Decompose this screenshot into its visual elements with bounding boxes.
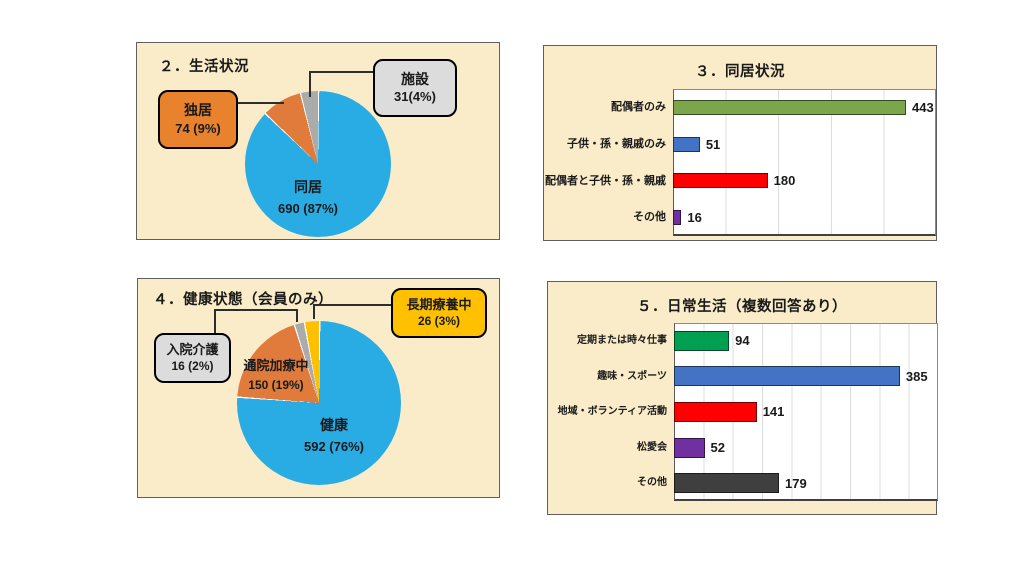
bar — [673, 173, 768, 189]
bar-row: 趣味・スポーツ 385 — [548, 359, 938, 395]
bar-value-label: 52 — [710, 440, 725, 456]
callout-dokkyo: 独居 74 (9%) — [158, 90, 238, 149]
daily-life-bars: 定期または時々仕事 94 趣味・スポーツ 385 地域・ボランティア活動 141 松愛会 52… — [548, 323, 938, 501]
callout-chouki-ryoyo: 長期療養中 26 (3%) — [391, 288, 487, 338]
leader-line-nyuin-v1 — [214, 309, 216, 335]
leader-line-dokkyo — [238, 102, 284, 104]
bar-track: 94 — [674, 323, 938, 359]
bar-row: 配偶者と子供・孫・親戚 180 — [544, 163, 936, 200]
bar-category-label: 配偶者のみ — [611, 101, 666, 114]
bar-value-label: 443 — [912, 99, 934, 115]
bar-track: 52 — [674, 430, 938, 466]
bar-track: 443 — [673, 89, 936, 126]
bar-track: 180 — [673, 163, 936, 200]
bar — [673, 99, 907, 115]
bar-row: 配偶者のみ 443 — [544, 89, 936, 126]
bar — [674, 473, 780, 494]
bar — [673, 210, 682, 226]
leader-line-chouki-v — [313, 304, 315, 319]
bar-row: 松愛会 52 — [548, 430, 938, 466]
bar-value-label: 51 — [705, 136, 721, 152]
panel-life-situation: ２．生活状況 同居 690 (87%) 独居 74 (9%) 施設 31(4%) — [136, 42, 500, 240]
bar-category-label: 定期または時々仕事 — [577, 335, 667, 347]
leader-line-nyuin-v2 — [296, 309, 298, 322]
pie-slice-label-doukyo: 同居 690 (87%) — [278, 179, 338, 216]
bar — [674, 437, 705, 458]
bar-category-label: 松愛会 — [637, 441, 667, 453]
bar-track: 179 — [674, 465, 938, 501]
pie-slice-label-tsuin: 通院加療中 150 (19%) — [243, 358, 309, 393]
life-situation-pie — [245, 91, 391, 237]
panel-health-status: ４．健康状態（会員のみ） 健康 592 (76%) 通院加療中 150 (19%… — [137, 278, 500, 498]
health-status-pie — [237, 321, 401, 485]
bar-track: 385 — [674, 359, 938, 395]
bar-value-label: 141 — [762, 404, 785, 420]
callout-nyuin-kaigo: 入院介護 16 (2%) — [154, 333, 231, 383]
cohabitation-bars: 配偶者のみ 443 子供・孫・親戚のみ 51 配偶者と子供・孫・親戚 180 その他 16 — [544, 89, 936, 236]
bar-row: 地域・ボランティア活動 141 — [548, 394, 938, 430]
panel-daily-life: ５．日常生活（複数回答あり） 定期または時々仕事 94 趣味・スポーツ 385 地域・ボ… — [547, 281, 938, 515]
bar-value-label: 385 — [905, 368, 928, 384]
bar-category-label: その他 — [633, 211, 666, 224]
bar — [674, 366, 900, 387]
leader-line-nyuin-h — [214, 309, 298, 311]
leader-line-shisetsu-h — [309, 71, 373, 73]
bar-row: その他 179 — [548, 465, 938, 501]
callout-shisetsu: 施設 31(4%) — [373, 59, 457, 117]
bar-category-label: 地域・ボランティア活動 — [557, 406, 667, 418]
bar-value-label: 180 — [773, 173, 796, 189]
leader-line-chouki-h — [313, 304, 391, 306]
bar — [674, 330, 730, 351]
bar-track: 141 — [674, 394, 938, 430]
chart-title: ５．日常生活（複数回答あり） — [637, 299, 847, 315]
bar-track: 51 — [673, 126, 936, 163]
bar-category-label: その他 — [637, 477, 667, 489]
chart-title: ４．健康状態（会員のみ） — [153, 292, 333, 308]
pie-slice-label-kenko: 健康 592 (76%) — [304, 417, 364, 454]
bar-value-label: 16 — [687, 210, 702, 226]
bar-category-label: 子供・孫・親戚のみ — [567, 137, 666, 150]
bar-row: 定期または時々仕事 94 — [548, 323, 938, 359]
bar — [673, 136, 700, 152]
bar-value-label: 179 — [785, 475, 807, 491]
leader-line-shisetsu-v — [309, 71, 311, 97]
bar-row: その他 16 — [544, 199, 936, 236]
bar-value-label: 94 — [735, 333, 750, 349]
chart-title: ２．生活状況 — [159, 59, 249, 75]
bar-row: 子供・孫・親戚のみ 51 — [544, 126, 936, 163]
panel-cohabitation-status: ３．同居状況 配偶者のみ 443 子供・孫・親戚のみ 51 配偶者と子供・孫・親戚 180… — [543, 45, 937, 241]
chart-title: ３．同居状況 — [695, 64, 785, 80]
bar-category-label: 配偶者と子供・孫・親戚 — [545, 174, 666, 187]
bar-category-label: 趣味・スポーツ — [597, 370, 667, 382]
bar — [674, 401, 757, 422]
bar-track: 16 — [673, 199, 936, 236]
